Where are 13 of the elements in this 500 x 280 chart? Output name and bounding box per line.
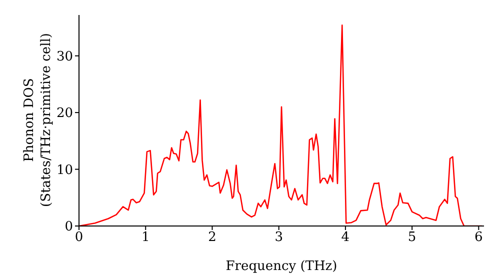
x-axis-title: Frequency (THz) <box>226 259 338 274</box>
y-tick-label: 30 <box>56 49 73 64</box>
x-tick-label: 3 <box>274 230 283 246</box>
y-axis-title: Phonon DOS (States/THz·primitive cell) <box>22 32 54 208</box>
x-tick-label: 2 <box>208 230 216 246</box>
y-tick-label: 10 <box>56 162 73 178</box>
x-tick-label: 5 <box>408 230 416 246</box>
x-tick-label: 0 <box>74 230 84 246</box>
y-tick-label: 0 <box>64 220 73 235</box>
x-tick-label: 1 <box>141 230 150 246</box>
x-tick-label: 6 <box>474 230 483 246</box>
x-tick-label: 4 <box>341 230 350 246</box>
y-tick-label: 20 <box>56 106 73 122</box>
